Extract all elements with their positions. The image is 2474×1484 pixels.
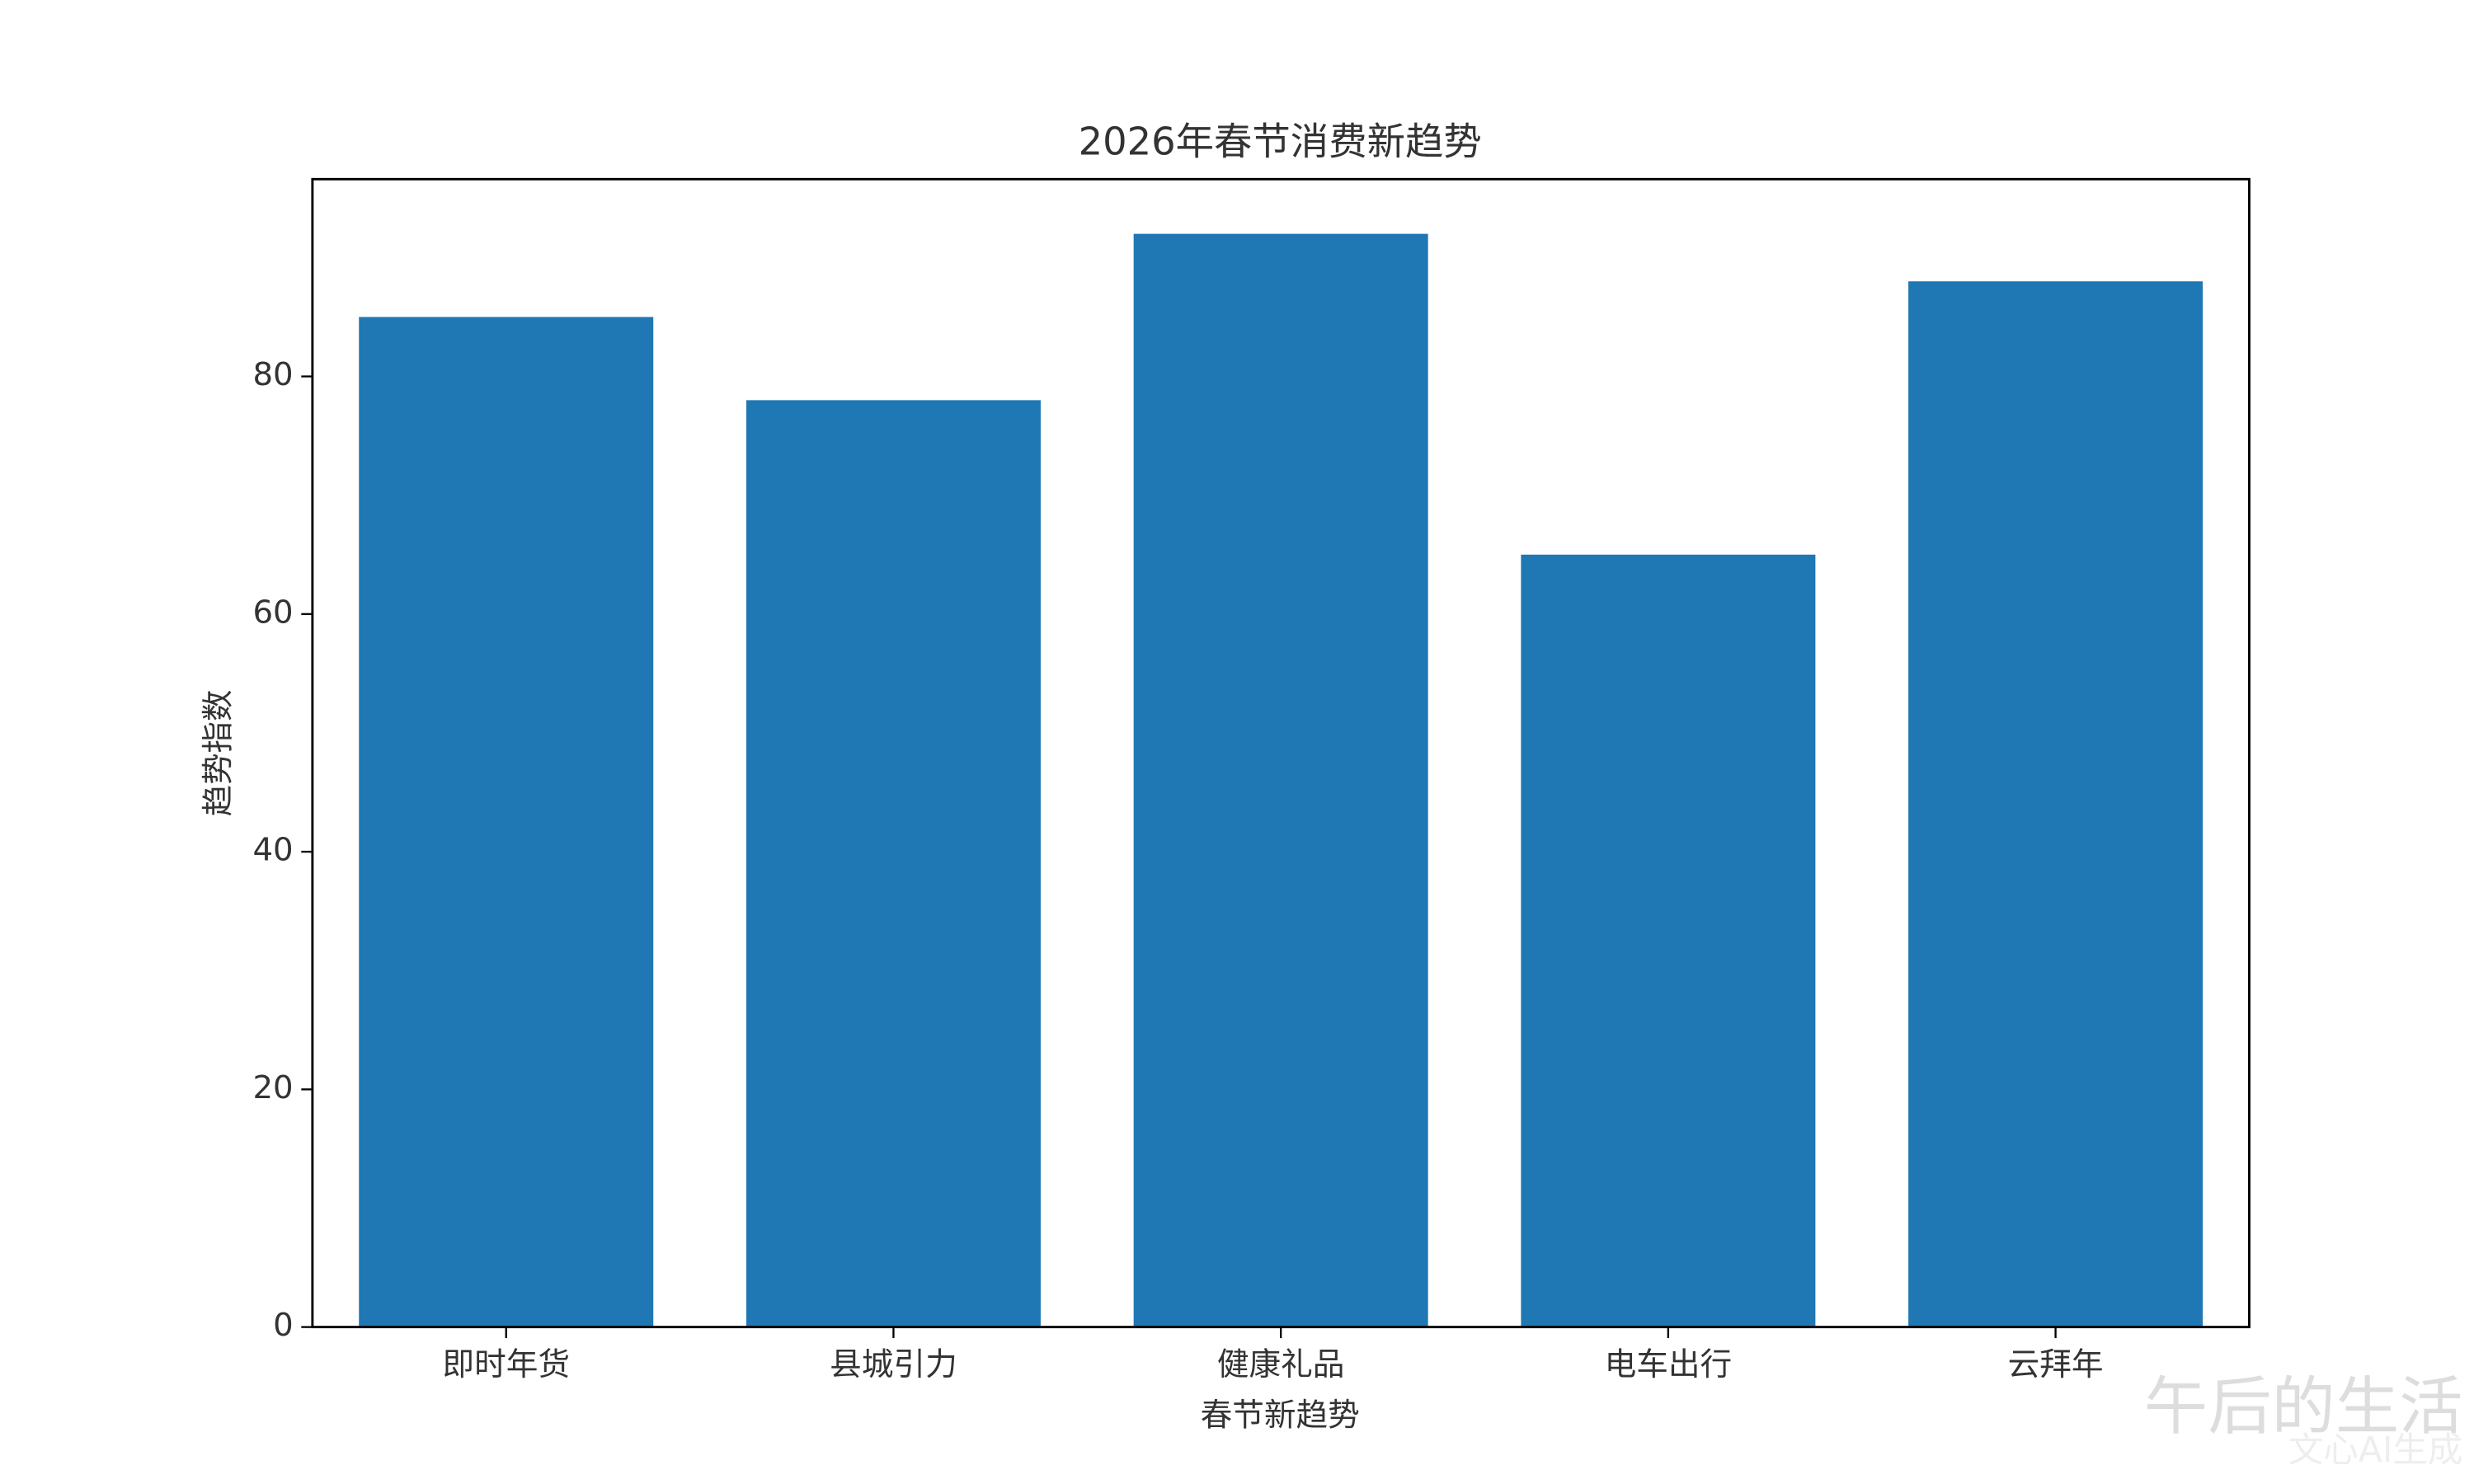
bar: [1521, 554, 1816, 1327]
bar: [1133, 233, 1428, 1327]
y-axis-label: 趋势指数: [200, 690, 237, 817]
x-tick-label: 电车出行: [1605, 1346, 1733, 1383]
y-tick-label: 40: [252, 832, 293, 869]
x-tick-label: 县城引力: [830, 1346, 957, 1383]
chart-title: 2026年春节消费新趋势: [1079, 120, 1482, 164]
y-tick-label: 80: [252, 356, 293, 393]
y-tick-label: 60: [252, 594, 293, 631]
bar: [359, 317, 654, 1327]
bar: [745, 400, 1041, 1327]
watermark-note: 文心AI生成: [2288, 1430, 2463, 1471]
watermark: 午后的生活: [2144, 1370, 2463, 1444]
y-tick-label: 0: [273, 1307, 294, 1344]
x-tick-label: 健康礼品: [1217, 1346, 1345, 1383]
x-tick-label: 云拜年: [2008, 1346, 2104, 1383]
plot-frame: [311, 177, 2251, 1329]
bar: [1908, 281, 2204, 1327]
y-tick-label: 20: [252, 1069, 293, 1106]
x-tick-label: 即时年货: [442, 1346, 570, 1383]
x-axis-label: 春节新趋势: [1201, 1397, 1360, 1435]
